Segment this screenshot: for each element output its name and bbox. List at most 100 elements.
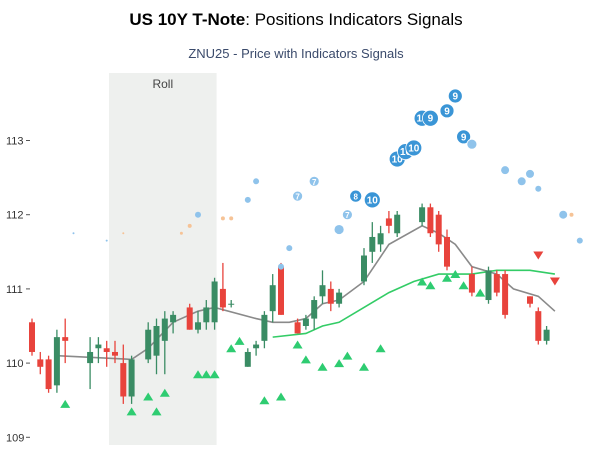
candle-down bbox=[493, 274, 500, 293]
candle-up bbox=[302, 318, 309, 326]
buy-signal-triangle bbox=[442, 273, 452, 282]
signal-bubble bbox=[421, 109, 439, 127]
candle-down bbox=[103, 348, 110, 352]
y-tick-label: 111 bbox=[6, 284, 23, 296]
candle-down bbox=[468, 274, 475, 293]
candles bbox=[29, 203, 550, 404]
signal-bubble bbox=[439, 103, 455, 119]
signal-bubble bbox=[456, 129, 472, 145]
buy-signal-triangle bbox=[209, 370, 220, 379]
candle-down bbox=[444, 236, 450, 267]
signal-bubble bbox=[517, 177, 526, 186]
buy-signal-triangle bbox=[276, 392, 286, 401]
bubble-label: 10 bbox=[408, 143, 420, 154]
signal-bubble bbox=[195, 211, 201, 218]
signal-bubble bbox=[447, 88, 463, 104]
candle-up bbox=[485, 270, 492, 301]
candle-down bbox=[427, 207, 434, 234]
buy-signal-triangle bbox=[159, 388, 170, 397]
candle-up bbox=[145, 329, 152, 360]
signal-bubble bbox=[292, 190, 304, 202]
buy-signal-triangle bbox=[143, 392, 154, 401]
buy-signal-triangle bbox=[342, 351, 353, 360]
buy-signal-triangle bbox=[126, 407, 137, 416]
buy-signal-triangle bbox=[300, 355, 311, 364]
candle-up bbox=[161, 318, 168, 341]
bubble-label: 9 bbox=[453, 91, 459, 102]
candle-up bbox=[211, 281, 218, 323]
signal-bubble bbox=[363, 191, 381, 209]
candle-up bbox=[394, 214, 401, 234]
buy-signal-triangle bbox=[226, 344, 237, 353]
bubble-label: 7 bbox=[312, 178, 317, 187]
signal-bubble bbox=[466, 138, 478, 150]
signal-bubble bbox=[229, 216, 234, 221]
signal-bubble bbox=[559, 210, 568, 219]
buy-signal-triangle bbox=[450, 270, 461, 279]
buy-signal-triangle bbox=[259, 396, 270, 405]
candle-up bbox=[95, 344, 102, 349]
candle-down bbox=[527, 296, 533, 304]
signal-bubble bbox=[569, 212, 574, 217]
bubble-label: 9 bbox=[428, 114, 434, 125]
candle-down bbox=[45, 359, 52, 390]
candle-up bbox=[128, 359, 135, 397]
buy-signal-triangle bbox=[201, 370, 212, 379]
candle-down bbox=[278, 266, 284, 315]
bubble-label: 10 bbox=[392, 155, 404, 166]
bubbles: 777810101010109999 bbox=[72, 88, 583, 270]
signal-bubble bbox=[349, 189, 363, 203]
signal-bubble bbox=[576, 237, 583, 244]
signal-bubble bbox=[187, 223, 192, 228]
signal-bubble bbox=[501, 166, 510, 175]
candle-down bbox=[502, 274, 509, 315]
signal-bubble bbox=[333, 224, 345, 235]
candle-up bbox=[195, 322, 201, 330]
candle-down bbox=[535, 311, 542, 341]
buy-signal-triangle bbox=[151, 407, 162, 416]
bubble-label: 8 bbox=[353, 193, 358, 202]
candle-up bbox=[261, 314, 268, 341]
candle-up bbox=[377, 233, 384, 245]
buy-signal-triangle bbox=[375, 344, 386, 353]
candle-down bbox=[327, 288, 334, 304]
signal-bubble bbox=[278, 263, 284, 270]
signal-bubble bbox=[341, 209, 353, 221]
signal-bubble bbox=[72, 232, 75, 235]
candle-down bbox=[385, 218, 392, 226]
buy-signal-triangle bbox=[193, 370, 203, 379]
candle-up bbox=[203, 307, 210, 323]
chart-title: US 10Y T-Note: Positions Indicators Sign… bbox=[0, 10, 592, 30]
candle-up bbox=[269, 285, 276, 312]
candle-up bbox=[228, 303, 235, 305]
candle-down bbox=[435, 214, 442, 245]
sell-signal-triangle bbox=[549, 277, 560, 286]
signal-bubble bbox=[122, 232, 125, 235]
signal-bubble bbox=[253, 178, 260, 185]
signal-bubble bbox=[244, 196, 251, 203]
sell-signal-triangle bbox=[533, 251, 544, 260]
buy-signal-triangle bbox=[234, 336, 245, 345]
bubble-label: 7 bbox=[295, 193, 300, 202]
buy-signal-triangle bbox=[317, 362, 328, 371]
signal-bubble bbox=[405, 139, 423, 157]
buy-signal-triangle bbox=[359, 362, 369, 371]
candle-up bbox=[319, 285, 326, 297]
candle-down bbox=[120, 363, 127, 397]
candle-up bbox=[153, 326, 160, 356]
candle-down bbox=[37, 359, 44, 367]
candle-up bbox=[253, 344, 260, 349]
buy-signal-triangle bbox=[60, 399, 71, 408]
signal-bubble bbox=[526, 169, 534, 178]
roll-label: Roll bbox=[152, 77, 173, 91]
signal-bubble bbox=[308, 175, 320, 187]
signal-bubble bbox=[105, 239, 108, 242]
candle-up bbox=[170, 314, 177, 323]
buy-signal-triangle bbox=[475, 288, 486, 297]
candle-up bbox=[311, 300, 318, 319]
candle-up bbox=[53, 337, 60, 386]
y-tick-label: 109 bbox=[6, 432, 24, 444]
candle-up bbox=[543, 329, 550, 341]
